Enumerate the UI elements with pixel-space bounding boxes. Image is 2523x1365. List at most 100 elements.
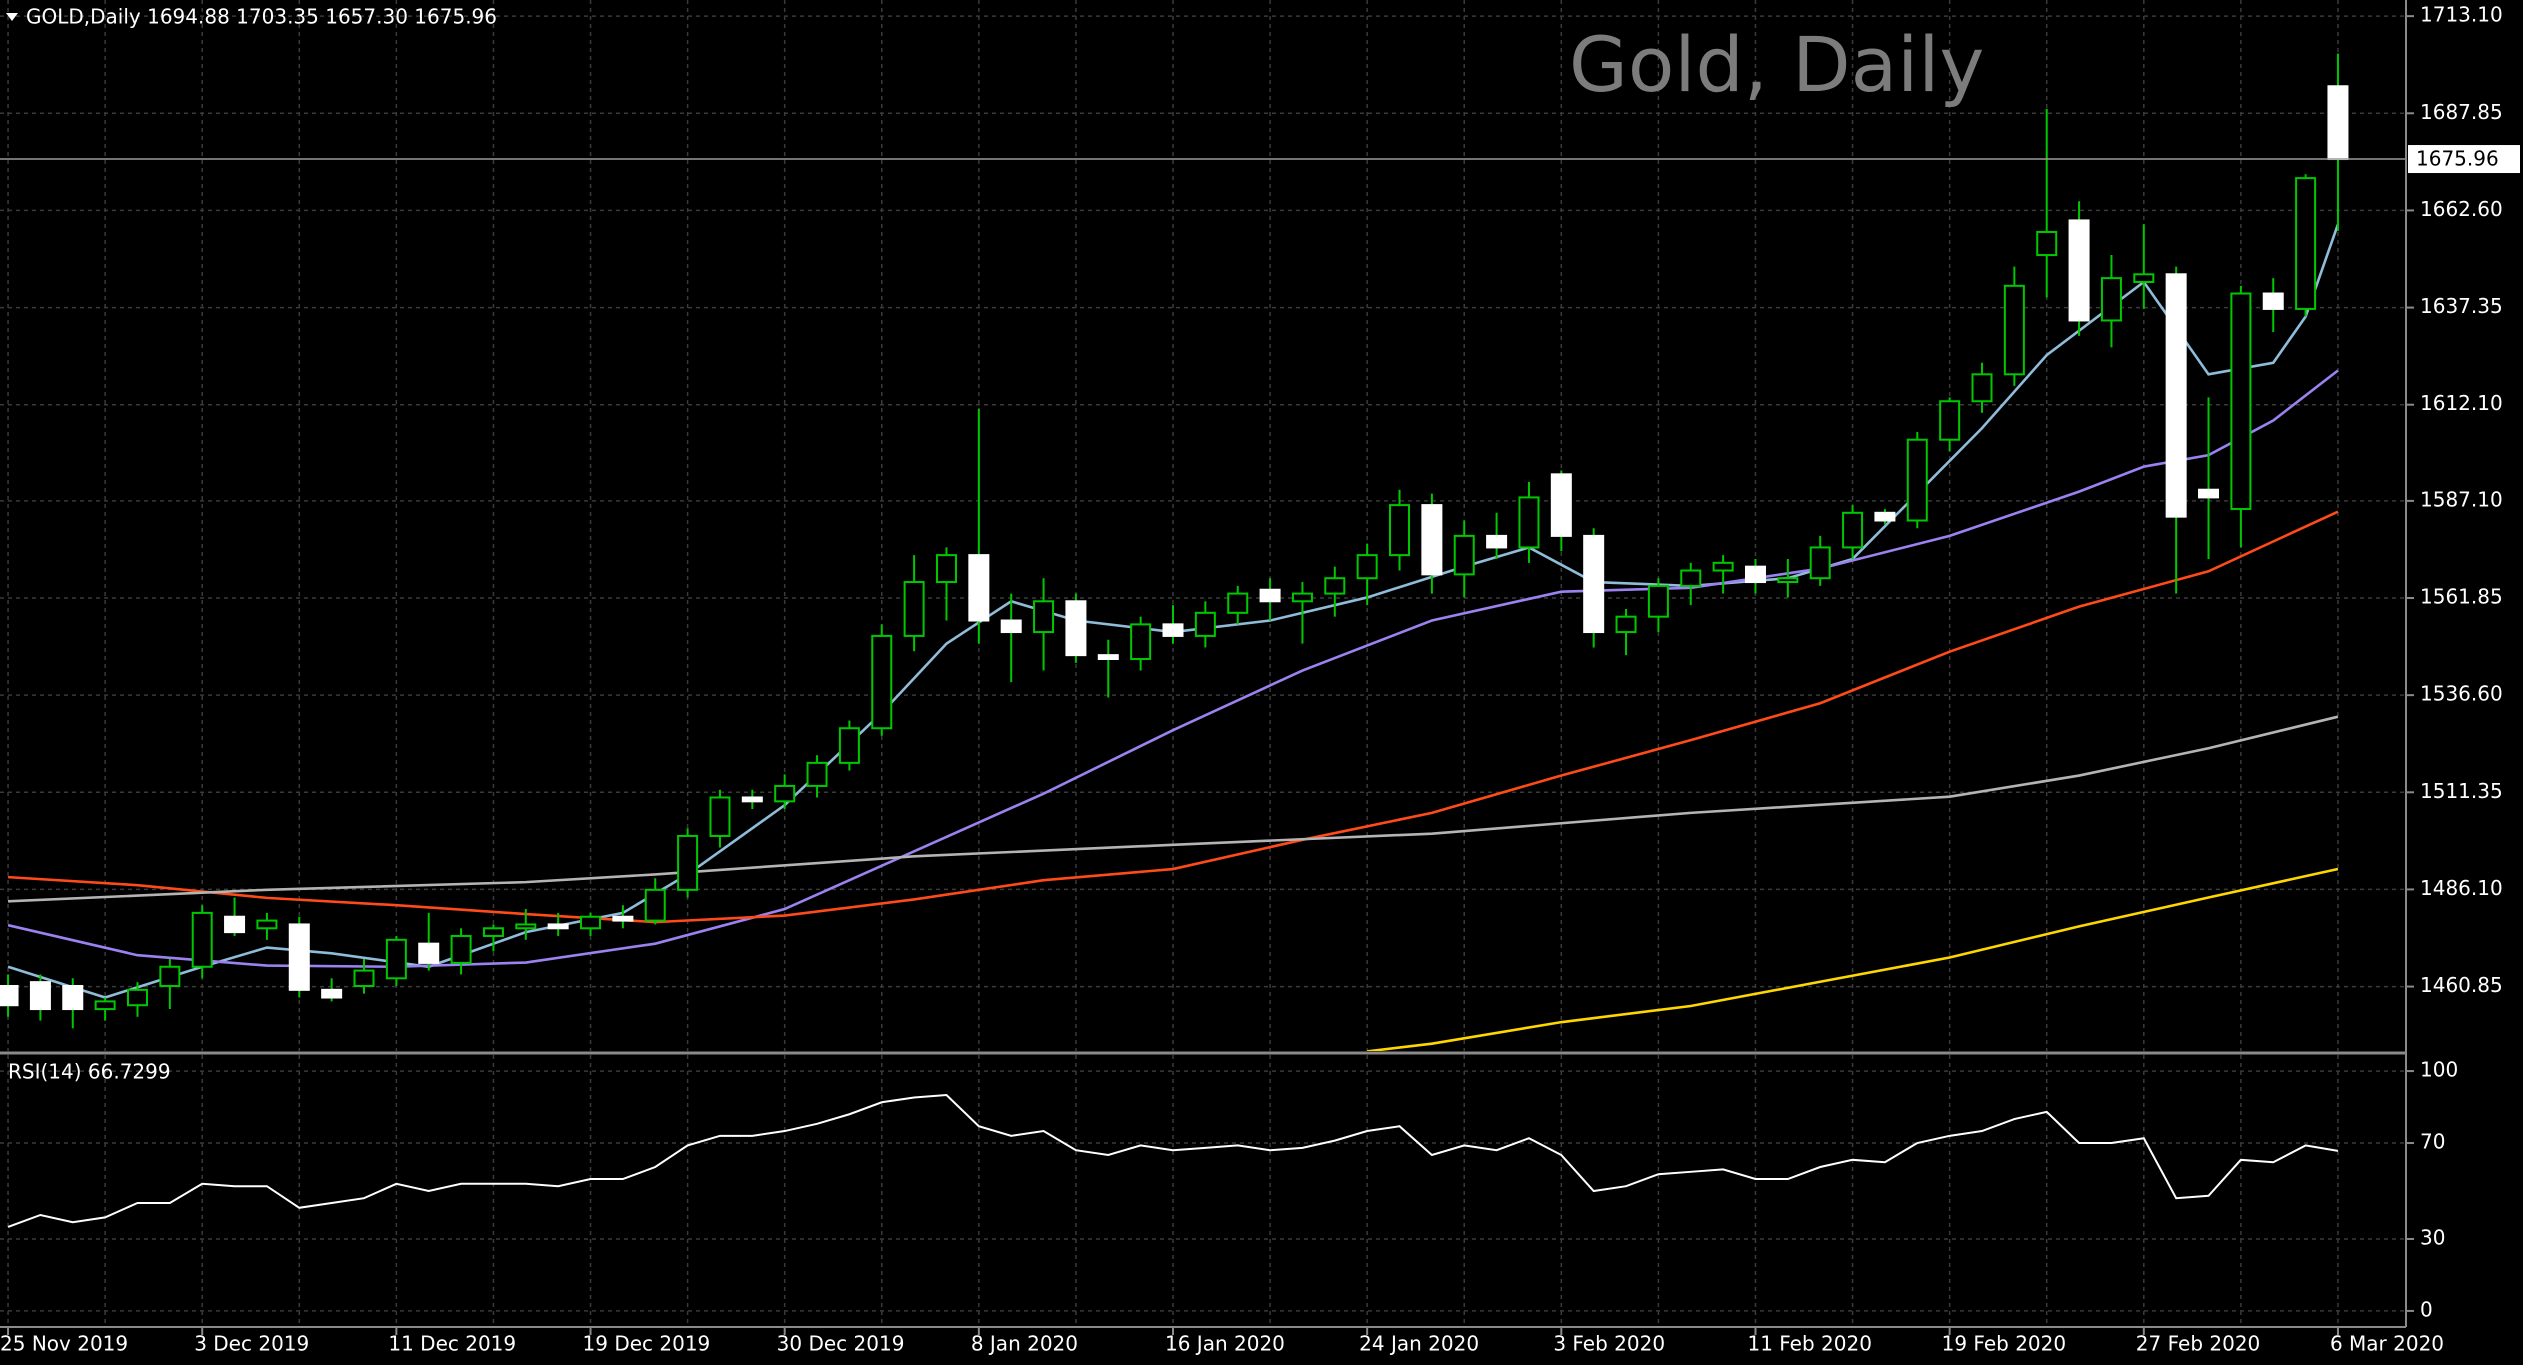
candle-body — [515, 923, 537, 930]
candle-body — [838, 727, 860, 764]
candle-body — [806, 761, 828, 787]
candle-body — [1194, 611, 1216, 637]
candle-body — [1971, 373, 1993, 403]
candle-body — [224, 915, 246, 934]
candle-body — [2068, 219, 2090, 322]
x-tick-label: 25 Nov 2019 — [0, 1332, 128, 1356]
candle-body — [29, 981, 51, 1011]
candle-body — [1647, 584, 1669, 618]
candle-body — [191, 911, 213, 968]
candle-body — [1130, 623, 1152, 660]
x-tick-label: 3 Feb 2020 — [1553, 1332, 1665, 1356]
x-tick-label: 16 Jan 2020 — [1165, 1332, 1285, 1356]
candle-body — [1324, 577, 1346, 595]
candle-body — [1291, 592, 1313, 603]
candle-body — [1939, 400, 1961, 441]
x-tick-label: 3 Dec 2019 — [194, 1332, 309, 1356]
y-tick-label: 100 — [2420, 1058, 2458, 1082]
candle-body — [353, 969, 375, 987]
y-tick-label: 0 — [2420, 1297, 2433, 1321]
x-tick-label: 19 Feb 2020 — [1942, 1332, 2066, 1356]
candle-body — [1453, 534, 1475, 576]
moving-average-line — [7, 369, 2339, 969]
y-tick-label: 1713.10 — [2420, 3, 2503, 27]
y-tick-label: 70 — [2420, 1130, 2445, 1154]
x-tick-label: 6 Mar 2020 — [2330, 1332, 2444, 1356]
candle-body — [741, 796, 763, 803]
candle-body — [450, 934, 472, 964]
price-panel — [0, 0, 2406, 1051]
candle-body — [1712, 561, 1734, 572]
current-price-label: 1675.96 — [2416, 147, 2499, 171]
candle-body — [1906, 438, 1928, 522]
candle-body — [159, 965, 181, 987]
candle-body — [2262, 292, 2284, 310]
y-tick-label: 1536.60 — [2420, 682, 2503, 706]
candle-body — [1259, 588, 1281, 603]
candle-body — [580, 915, 602, 930]
rsi-line — [7, 1094, 2339, 1228]
moving-average-line — [7, 510, 2339, 924]
y-tick-label: 1587.10 — [2420, 487, 2503, 511]
y-tick-label: 1637.35 — [2420, 294, 2503, 318]
candle-body — [1065, 600, 1087, 657]
current-price-box — [2408, 145, 2520, 174]
candle-body — [1000, 619, 1022, 634]
candle-body — [935, 554, 957, 584]
watermark-title: Gold, Daily — [1569, 20, 1984, 109]
candle-body — [1162, 623, 1184, 637]
candle-body — [418, 942, 440, 964]
candle-body — [1356, 554, 1378, 580]
candle-body — [1486, 534, 1508, 549]
candle-body — [612, 915, 634, 922]
x-tick-label: 19 Dec 2019 — [583, 1332, 711, 1356]
candle-body — [1809, 546, 1831, 580]
y-tick-label: 1662.60 — [2420, 197, 2503, 221]
candle-body — [1389, 504, 1411, 557]
candle-body — [1227, 592, 1249, 614]
candle-body — [2198, 488, 2220, 499]
candle-body — [1615, 615, 1637, 634]
candle-body — [1874, 511, 1896, 522]
y-tick-label: 30 — [2420, 1225, 2445, 1249]
y-tick-label: 1612.10 — [2420, 391, 2503, 415]
rsi-title: RSI(14) 66.7299 — [8, 1060, 171, 1084]
x-tick-label: 11 Feb 2020 — [1747, 1332, 1871, 1356]
candle-body — [968, 554, 990, 622]
y-tick-label: 1687.85 — [2420, 100, 2503, 124]
x-tick-label: 27 Feb 2020 — [2136, 1332, 2260, 1356]
candle-body — [2133, 273, 2155, 283]
candle-body — [126, 988, 148, 1007]
menu-icon[interactable] — [6, 13, 18, 21]
candle-body — [1583, 534, 1605, 634]
chart-header: GOLD,Daily 1694.88 1703.35 1657.30 1675.… — [26, 5, 497, 29]
candle-body — [2003, 284, 2025, 376]
y-tick-label: 1486.10 — [2420, 876, 2503, 900]
candle-body — [871, 634, 893, 730]
candle-body — [644, 888, 666, 922]
candle-body — [2100, 277, 2122, 322]
x-tick-label: 8 Jan 2020 — [971, 1332, 1078, 1356]
candle-body — [1518, 496, 1540, 549]
candle-body — [547, 923, 569, 930]
candle-body — [288, 923, 310, 991]
candle-body — [0, 984, 19, 1007]
rsi-panel — [0, 1055, 2406, 1327]
y-tick-label: 1561.85 — [2420, 585, 2503, 609]
candle-body — [62, 984, 84, 1011]
candle-body — [2165, 273, 2187, 518]
moving-average-line — [7, 715, 2339, 903]
x-tick-label: 24 Jan 2020 — [1359, 1332, 1479, 1356]
candle-body — [1842, 511, 1864, 549]
x-tick-label: 30 Dec 2019 — [777, 1332, 905, 1356]
candle-body — [385, 938, 407, 980]
candle-body — [94, 1000, 116, 1011]
moving-average-line — [1367, 867, 2339, 1051]
candle-body — [677, 834, 699, 891]
candle-body — [2230, 292, 2252, 510]
candle-body — [2036, 230, 2058, 257]
x-tick-label: 11 Dec 2019 — [388, 1332, 516, 1356]
candle-body — [1777, 577, 1799, 584]
